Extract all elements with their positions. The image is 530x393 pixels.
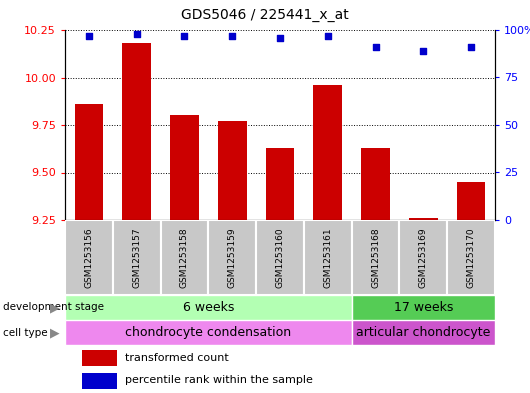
Bar: [170, 116, 199, 220]
Bar: [65, 295, 352, 320]
Bar: [266, 148, 294, 220]
Text: GSM1253169: GSM1253169: [419, 227, 428, 288]
Bar: [361, 148, 390, 220]
Text: 6 weeks: 6 weeks: [183, 301, 234, 314]
Text: GSM1253159: GSM1253159: [228, 227, 237, 288]
Bar: [208, 220, 256, 295]
Bar: [218, 121, 246, 220]
Bar: [161, 220, 208, 295]
Text: GSM1253161: GSM1253161: [323, 227, 332, 288]
Bar: [304, 220, 352, 295]
Point: [180, 33, 189, 39]
Bar: [447, 220, 495, 295]
Text: GDS5046 / 225441_x_at: GDS5046 / 225441_x_at: [181, 8, 349, 22]
Bar: [65, 220, 113, 295]
Point: [419, 48, 428, 54]
Text: ▶: ▶: [50, 301, 60, 314]
Text: transformed count: transformed count: [125, 353, 229, 363]
Text: GSM1253168: GSM1253168: [371, 227, 380, 288]
Point: [132, 31, 141, 37]
Text: GSM1253160: GSM1253160: [276, 227, 285, 288]
Text: cell type: cell type: [3, 327, 47, 338]
Point: [228, 33, 236, 39]
Bar: [122, 43, 151, 220]
Bar: [82, 350, 117, 366]
Text: development stage: development stage: [3, 303, 104, 312]
Bar: [256, 220, 304, 295]
Text: GSM1253170: GSM1253170: [466, 227, 475, 288]
Text: percentile rank within the sample: percentile rank within the sample: [125, 375, 313, 386]
Bar: [313, 85, 342, 220]
Bar: [400, 220, 447, 295]
Text: GSM1253156: GSM1253156: [84, 227, 93, 288]
Point: [372, 44, 380, 50]
Bar: [75, 104, 103, 220]
Bar: [113, 220, 161, 295]
Text: GSM1253157: GSM1253157: [132, 227, 141, 288]
Point: [85, 33, 93, 39]
Bar: [457, 182, 485, 220]
Bar: [65, 320, 352, 345]
Bar: [352, 295, 495, 320]
Text: 17 weeks: 17 weeks: [394, 301, 453, 314]
Bar: [409, 218, 438, 220]
Point: [276, 35, 284, 41]
Point: [323, 33, 332, 39]
Text: GSM1253158: GSM1253158: [180, 227, 189, 288]
Text: ▶: ▶: [50, 326, 60, 339]
Text: articular chondrocyte: articular chondrocyte: [356, 326, 491, 339]
Point: [467, 44, 475, 50]
Bar: [352, 320, 495, 345]
Text: chondrocyte condensation: chondrocyte condensation: [125, 326, 292, 339]
Bar: [82, 373, 117, 389]
Bar: [352, 220, 400, 295]
